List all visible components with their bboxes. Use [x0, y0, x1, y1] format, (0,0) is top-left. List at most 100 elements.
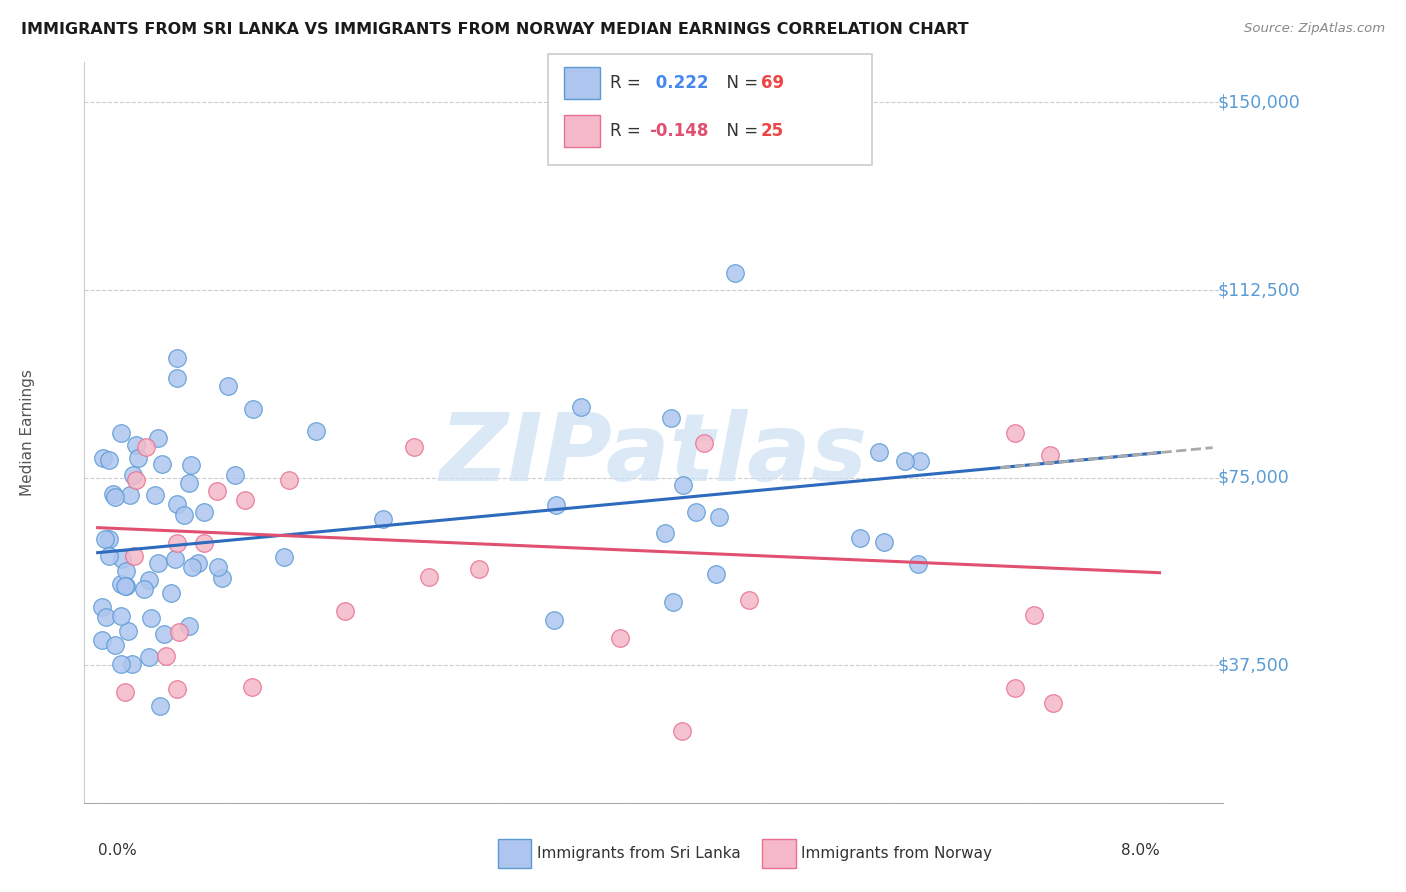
Point — [1042, 696, 1064, 710]
Text: N =: N = — [716, 74, 763, 92]
Point — [737, 593, 759, 607]
Point — [404, 440, 426, 454]
Point — [125, 474, 148, 488]
Point — [187, 556, 209, 570]
Point — [609, 631, 631, 645]
Point — [104, 638, 127, 652]
Point — [278, 473, 301, 487]
Text: N =: N = — [716, 122, 763, 140]
Point — [544, 498, 567, 512]
Point — [139, 611, 162, 625]
Point — [894, 453, 917, 467]
Point — [110, 577, 132, 591]
Point — [305, 424, 328, 438]
Point — [1022, 608, 1045, 623]
Point — [685, 505, 707, 519]
Text: $37,500: $37,500 — [1218, 657, 1289, 674]
Point — [146, 431, 169, 445]
Text: IMMIGRANTS FROM SRI LANKA VS IMMIGRANTS FROM NORWAY MEDIAN EARNINGS CORRELATION : IMMIGRANTS FROM SRI LANKA VS IMMIGRANTS … — [21, 22, 969, 37]
Text: Median Earnings: Median Earnings — [20, 369, 35, 496]
Point — [193, 505, 215, 519]
Text: 25: 25 — [761, 122, 783, 140]
Point — [166, 536, 188, 550]
Point — [868, 445, 890, 459]
Point — [371, 512, 394, 526]
Point — [205, 483, 228, 498]
Point — [543, 613, 565, 627]
Point — [138, 649, 160, 664]
Point — [90, 633, 112, 648]
Point — [169, 624, 191, 639]
Point — [124, 549, 146, 563]
Point — [1039, 448, 1062, 462]
Point — [138, 573, 160, 587]
Point — [160, 586, 183, 600]
Point — [724, 266, 747, 280]
Text: 69: 69 — [761, 74, 783, 92]
Point — [569, 400, 592, 414]
Point — [114, 685, 136, 699]
Text: 8.0%: 8.0% — [1121, 843, 1160, 858]
Point — [166, 681, 188, 696]
Point — [94, 533, 117, 547]
Point — [118, 488, 141, 502]
Point — [114, 579, 136, 593]
Point — [849, 531, 872, 545]
Point — [1004, 425, 1026, 440]
Point — [709, 510, 731, 524]
Text: Immigrants from Norway: Immigrants from Norway — [801, 847, 993, 861]
Point — [110, 657, 132, 672]
Point — [240, 680, 263, 694]
Point — [121, 657, 143, 671]
Point — [127, 450, 149, 465]
Point — [98, 533, 121, 547]
Text: ZIPatlas: ZIPatlas — [440, 409, 868, 500]
Text: R =: R = — [610, 122, 647, 140]
Text: -0.148: -0.148 — [650, 122, 709, 140]
Point — [166, 497, 188, 511]
Point — [146, 557, 169, 571]
Point — [91, 451, 114, 466]
Point — [97, 453, 120, 467]
Point — [179, 619, 201, 633]
Point — [96, 609, 118, 624]
Text: Source: ZipAtlas.com: Source: ZipAtlas.com — [1244, 22, 1385, 36]
Point — [110, 552, 132, 566]
Point — [149, 698, 172, 713]
Point — [273, 550, 295, 565]
Point — [692, 436, 714, 450]
Point — [177, 476, 200, 491]
Point — [180, 458, 202, 472]
Text: Immigrants from Sri Lanka: Immigrants from Sri Lanka — [537, 847, 741, 861]
Point — [671, 723, 693, 738]
Point — [217, 379, 239, 393]
Point — [224, 467, 246, 482]
Point — [908, 453, 931, 467]
Point — [98, 549, 121, 563]
Point — [193, 536, 215, 550]
Point — [242, 401, 264, 416]
Point — [165, 552, 187, 566]
Point — [907, 557, 929, 571]
Point — [155, 648, 177, 663]
Point — [121, 468, 143, 483]
Point — [211, 571, 233, 585]
Point — [704, 566, 727, 581]
Point — [207, 560, 229, 574]
Point — [173, 508, 195, 522]
Point — [135, 440, 157, 454]
Point — [150, 457, 173, 471]
Point — [153, 627, 176, 641]
Point — [872, 535, 894, 549]
Point — [468, 562, 491, 576]
Text: 0.0%: 0.0% — [97, 843, 136, 858]
Text: $150,000: $150,000 — [1218, 94, 1301, 112]
Point — [90, 599, 112, 614]
Point — [101, 487, 124, 501]
Text: $75,000: $75,000 — [1218, 468, 1289, 487]
Text: 0.222: 0.222 — [650, 74, 709, 92]
Text: R =: R = — [610, 74, 647, 92]
Point — [166, 370, 188, 384]
Point — [661, 594, 683, 608]
Point — [166, 351, 188, 365]
